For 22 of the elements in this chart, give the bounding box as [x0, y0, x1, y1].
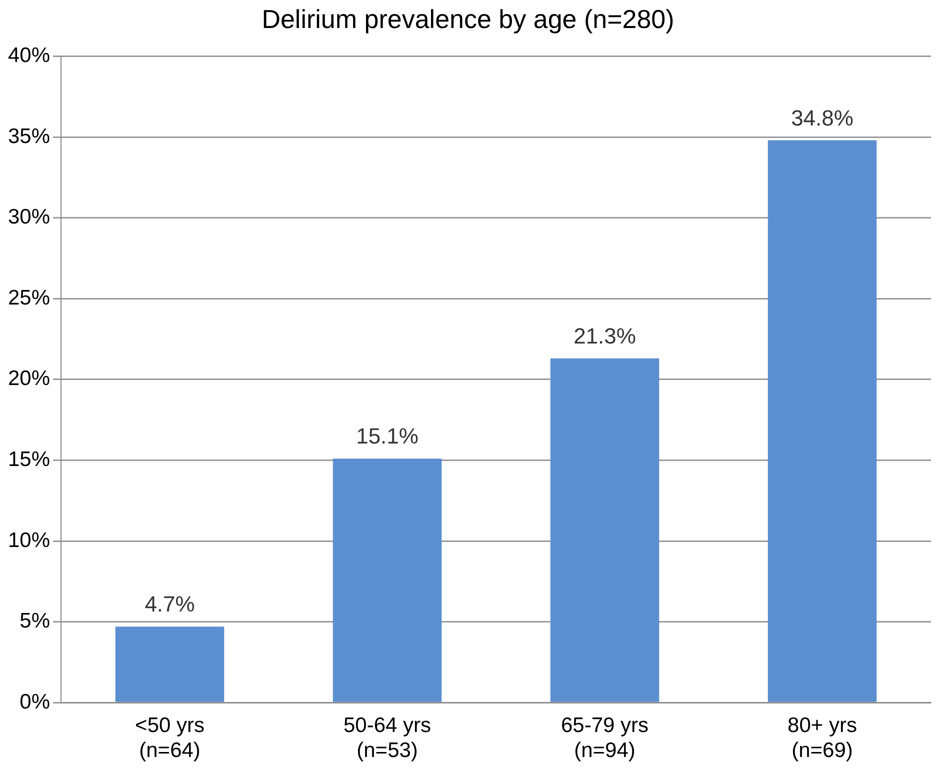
y-tick-label: 40%: [8, 44, 50, 67]
data-label: 34.8%: [791, 105, 854, 130]
data-label: 4.7%: [144, 592, 195, 617]
y-tick-label: 20%: [8, 367, 50, 390]
y-tick-label: 35%: [8, 124, 50, 148]
data-label: 15.1%: [356, 424, 418, 449]
y-tick-label: 5%: [20, 610, 50, 633]
bar: [550, 358, 660, 702]
bar: [332, 458, 442, 702]
chart-title: Delirium prevalence by age (n=280): [262, 4, 674, 34]
x-tick-label: 65-79 yrs (n=94): [560, 714, 649, 762]
y-tick-label: 25%: [8, 286, 50, 310]
x-tick-label: <50 yrs (n=64): [135, 714, 205, 762]
bar: [115, 626, 224, 702]
y-tick-label: 30%: [8, 206, 50, 229]
y-tick-label: 0%: [20, 690, 50, 714]
bar: [768, 140, 877, 702]
x-tick-label: 50-64 yrs (n=53): [343, 714, 432, 762]
x-tick-label: 80+ yrs (n=69): [788, 714, 857, 762]
y-tick-label: 10%: [8, 528, 50, 552]
data-label: 21.3%: [574, 323, 636, 348]
y-tick-label: 15%: [8, 448, 50, 471]
